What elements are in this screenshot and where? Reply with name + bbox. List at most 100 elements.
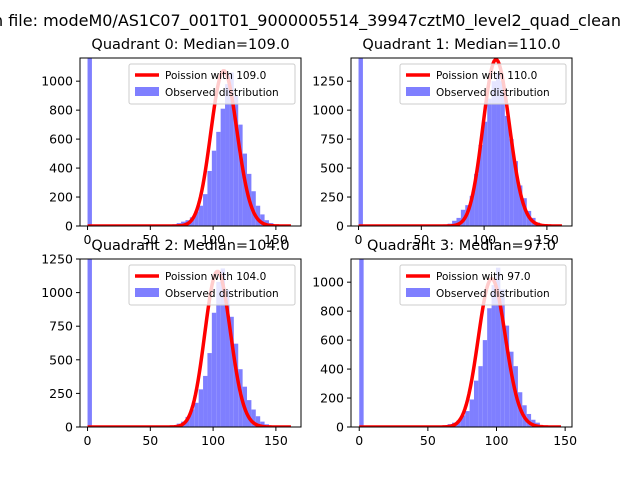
histogram-bar [358, 58, 363, 226]
axes-frame [350, 258, 573, 428]
histogram-bar [229, 316, 234, 427]
histogram-bar [255, 205, 261, 226]
y-tick-label: 1000 [41, 285, 73, 300]
poisson-fit-line [87, 69, 292, 226]
y-tick-label: 1250 [41, 252, 73, 267]
x-tick-label: 100 [201, 232, 225, 247]
x-tick-label: 50 [420, 433, 436, 448]
figure-suptitle: n file: modeM0/AS1C07_001T01_9000005514_… [0, 11, 621, 31]
histogram-bar [87, 58, 92, 226]
x-tick-label: 100 [485, 433, 509, 448]
histogram-bar [491, 285, 496, 427]
histogram-bar [207, 170, 212, 226]
histogram-bar [487, 98, 492, 226]
subplot-title: Quadrant 0: Median=109.0 [91, 37, 289, 53]
histogram-bar [238, 124, 243, 226]
y-tick-label: 250 [49, 386, 73, 401]
histogram-bar [496, 73, 501, 226]
y-tick-label: 0 [336, 219, 344, 234]
histogram-bar [233, 343, 239, 427]
legend: Poission with 104.0 Observed distribution [128, 264, 296, 306]
histogram-bar [513, 161, 519, 226]
y-tick-label: 0 [65, 219, 73, 234]
y-tick-label: 600 [49, 132, 73, 147]
histogram-bar [220, 108, 226, 226]
histogram-bar [509, 351, 514, 427]
legend-box [399, 264, 567, 306]
legend-observed-label: Observed distribution [436, 288, 550, 300]
subplot-quadrant-3: Quadrant 3: Median=97.0 0 50 100 150 0 200 400 6… [312, 238, 577, 448]
histogram-bar [233, 95, 239, 226]
y-tick-label: 500 [49, 352, 73, 367]
legend-box [128, 63, 296, 105]
plot-area [358, 259, 562, 427]
x-tick-label: 50 [142, 433, 158, 448]
y-tick-label: 250 [320, 190, 344, 205]
legend-observed-swatch [135, 87, 159, 96]
histogram-bar [225, 84, 230, 226]
histogram-bar [478, 366, 483, 427]
y-tick-label: 1000 [41, 74, 73, 89]
histogram-bar [203, 194, 208, 226]
histogram-bar [198, 389, 204, 427]
poisson-fit-line [87, 269, 292, 427]
histogram-bar [478, 144, 483, 226]
legend-fit-label: Poission with 110.0 [436, 70, 537, 82]
histogram-bar [207, 353, 212, 427]
x-tick-label: 0 [355, 433, 363, 448]
legend-observed-swatch [135, 288, 159, 297]
x-tick-label: 150 [535, 232, 559, 247]
x-tick-label: 0 [84, 433, 92, 448]
histogram-bar [189, 409, 195, 427]
y-tick-label: 1250 [312, 74, 344, 89]
legend-box [399, 63, 567, 105]
histogram-bar [247, 400, 252, 427]
axes-frame [350, 57, 573, 227]
subplot-title: Quadrant 3: Median=97.0 [367, 238, 556, 254]
plot-area [87, 58, 292, 226]
subplot-quadrant-1: Quadrant 1: Median=110.0 0 50 100 150 0 250 500… [312, 37, 573, 247]
histogram-bar [473, 380, 479, 427]
x-tick-label: 150 [264, 232, 288, 247]
histogram-bar [495, 267, 501, 427]
histogram-bar [229, 72, 234, 226]
y-tick-label: 800 [49, 103, 73, 118]
poisson-fit-line [358, 58, 563, 226]
histogram-bar [242, 153, 248, 226]
legend-observed-swatch [406, 288, 430, 297]
legend: Poission with 110.0 Observed distribution [399, 63, 567, 105]
y-tick-label: 0 [65, 420, 73, 435]
y-tick-label: 500 [320, 161, 344, 176]
y-tick-label: 0 [336, 420, 344, 435]
legend-fit-label: Poission with 104.0 [165, 271, 266, 283]
x-tick-label: 50 [142, 232, 158, 247]
x-tick-label: 0 [84, 232, 92, 247]
x-tick-label: 150 [553, 433, 577, 448]
histogram-bar [469, 399, 474, 427]
x-tick-label: 100 [472, 232, 496, 247]
subplot-title: Quadrant 1: Median=110.0 [362, 37, 560, 53]
legend-observed-label: Observed distribution [165, 288, 279, 300]
histogram-bar [500, 289, 505, 427]
histogram-bar [216, 281, 221, 427]
y-tick-label: 400 [49, 161, 73, 176]
histogram-bar [251, 409, 256, 427]
histogram-bar [185, 416, 190, 427]
histogram-bar [482, 340, 488, 427]
histogram-bar [194, 402, 199, 427]
poisson-fit-line [358, 277, 562, 427]
histogram-bar [211, 150, 217, 226]
y-tick-label: 600 [320, 333, 344, 348]
histogram-bar [203, 375, 208, 427]
histogram-bar [460, 415, 466, 427]
histogram-bar [220, 268, 226, 427]
histogram-bar [500, 81, 505, 226]
x-tick-label: 50 [413, 232, 429, 247]
legend: Poission with 109.0 Observed distribution [128, 63, 296, 105]
histogram-bar [225, 289, 230, 427]
histogram-bar [255, 416, 261, 427]
x-tick-label: 150 [264, 433, 288, 448]
histogram-bar [211, 312, 217, 427]
legend-observed-label: Observed distribution [165, 87, 279, 99]
